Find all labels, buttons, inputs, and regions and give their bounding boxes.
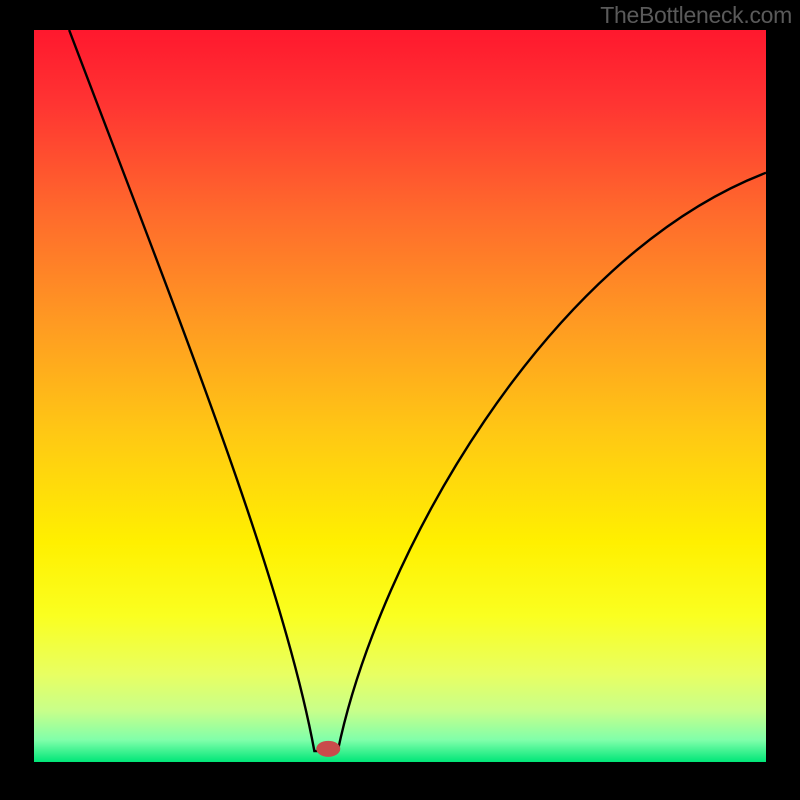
- watermark-text: TheBottleneck.com: [600, 2, 792, 29]
- optimum-marker: [316, 741, 340, 757]
- gradient-background: [34, 30, 766, 762]
- chart-container: TheBottleneck.com: [0, 0, 800, 800]
- plot-area: [34, 30, 766, 762]
- chart-svg: [34, 30, 766, 762]
